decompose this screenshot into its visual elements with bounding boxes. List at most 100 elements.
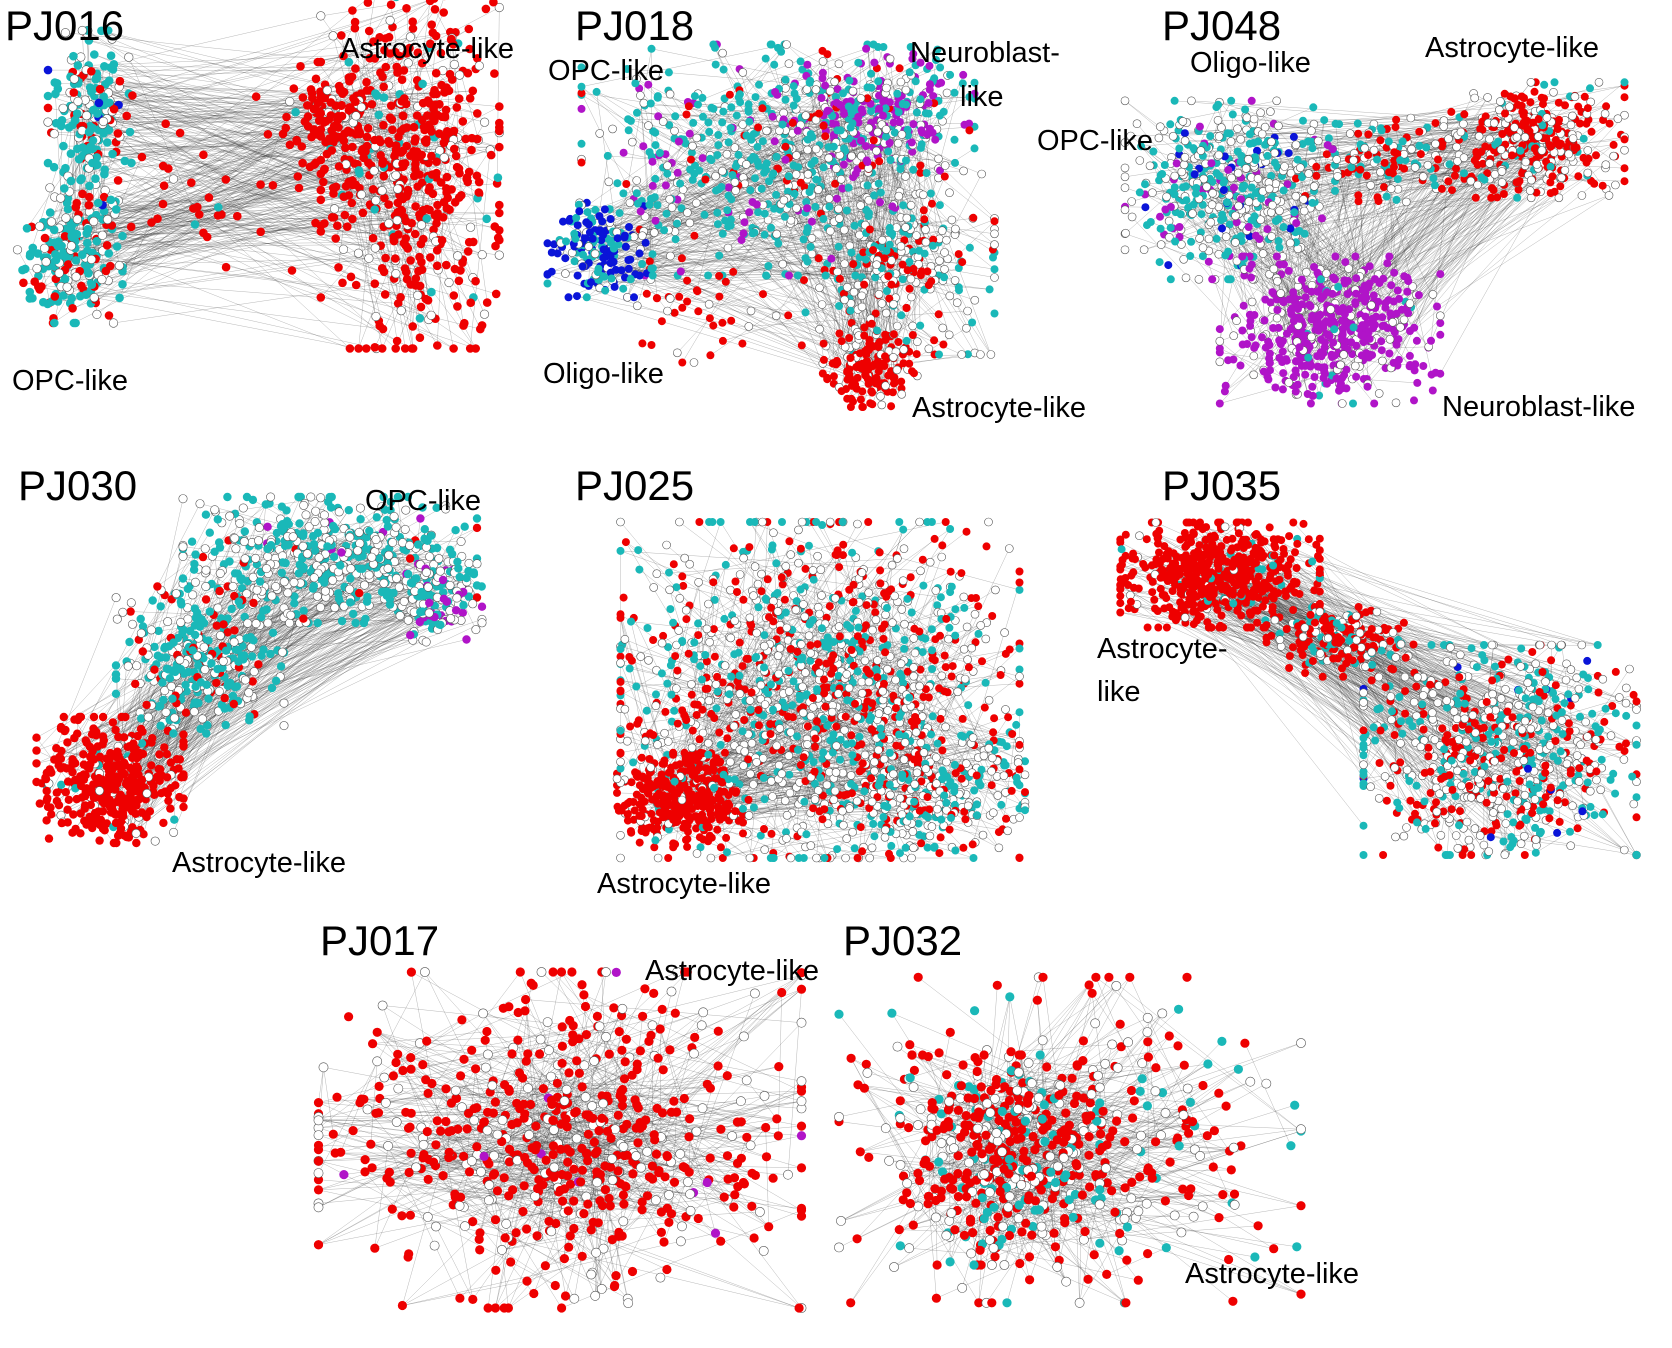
network-node bbox=[789, 82, 798, 91]
network-node bbox=[653, 294, 661, 303]
network-node bbox=[862, 156, 871, 165]
network-node bbox=[587, 278, 595, 287]
network-node bbox=[334, 162, 344, 171]
network-node bbox=[638, 260, 647, 268]
network-node bbox=[573, 221, 582, 230]
network-node bbox=[89, 293, 99, 303]
network-node bbox=[347, 198, 357, 208]
network-node bbox=[610, 282, 619, 291]
network-node bbox=[46, 217, 57, 227]
network-node bbox=[1383, 259, 1392, 268]
network-node bbox=[54, 268, 64, 278]
network-edge bbox=[72, 202, 352, 309]
network-node bbox=[867, 83, 876, 92]
network-node bbox=[762, 126, 771, 136]
network-edge bbox=[78, 214, 399, 235]
network-node bbox=[790, 89, 799, 98]
network-node bbox=[881, 352, 889, 361]
network-node bbox=[906, 274, 916, 284]
network-node bbox=[351, 64, 360, 73]
network-node bbox=[760, 162, 769, 171]
network-node bbox=[371, 311, 381, 322]
network-node bbox=[114, 261, 124, 271]
network-node bbox=[714, 141, 723, 150]
network-node bbox=[881, 335, 890, 344]
network-node bbox=[977, 169, 987, 179]
network-node bbox=[368, 233, 378, 243]
network-node bbox=[870, 58, 879, 67]
network-node bbox=[385, 139, 394, 148]
network-node bbox=[469, 237, 478, 247]
network-node bbox=[495, 200, 504, 210]
network-node bbox=[67, 232, 77, 242]
network-node bbox=[316, 195, 326, 205]
network-node bbox=[322, 149, 332, 159]
network-node bbox=[682, 110, 691, 119]
network-node bbox=[678, 303, 687, 312]
network-node bbox=[400, 264, 410, 273]
network-node bbox=[817, 94, 826, 102]
network-node bbox=[582, 293, 591, 302]
network-edge bbox=[97, 113, 423, 270]
network-node bbox=[1156, 212, 1164, 221]
network-node bbox=[68, 304, 77, 313]
network-node bbox=[427, 287, 436, 297]
network-node bbox=[613, 179, 622, 188]
network-node bbox=[651, 174, 660, 183]
network-node bbox=[976, 350, 985, 359]
network-node bbox=[726, 124, 735, 132]
network-edge bbox=[51, 125, 309, 302]
network-edge bbox=[119, 185, 165, 298]
network-node bbox=[187, 178, 196, 187]
network-node bbox=[445, 69, 455, 79]
network-node bbox=[831, 164, 841, 173]
network-node bbox=[583, 208, 592, 217]
network-node bbox=[570, 257, 579, 266]
network-node bbox=[113, 129, 123, 138]
network-node bbox=[50, 318, 59, 328]
network-node bbox=[781, 155, 790, 164]
network-node bbox=[1256, 108, 1265, 117]
network-node bbox=[298, 93, 308, 102]
network-node bbox=[396, 293, 405, 302]
network-node bbox=[707, 103, 716, 112]
network-node bbox=[1309, 103, 1318, 112]
network-node bbox=[819, 355, 828, 364]
network-node bbox=[378, 72, 387, 82]
network-node bbox=[819, 121, 828, 130]
network-node bbox=[705, 314, 714, 323]
network-node bbox=[673, 219, 681, 228]
network-node bbox=[887, 280, 896, 289]
network-edge bbox=[29, 225, 321, 257]
network-node bbox=[480, 117, 490, 127]
network-node bbox=[124, 52, 134, 62]
network-node bbox=[901, 223, 910, 232]
network-node bbox=[104, 249, 114, 258]
network-node bbox=[921, 109, 930, 118]
network-node bbox=[791, 170, 801, 179]
network-node bbox=[782, 40, 791, 49]
network-node bbox=[879, 111, 887, 120]
network-node bbox=[952, 298, 962, 308]
network-node bbox=[909, 165, 918, 174]
network-node bbox=[922, 169, 931, 177]
network-node bbox=[392, 215, 402, 225]
network-node bbox=[641, 238, 650, 247]
network-node bbox=[750, 228, 759, 237]
network-node bbox=[704, 299, 714, 309]
network-node bbox=[106, 195, 116, 205]
network-node bbox=[393, 184, 403, 194]
network-node bbox=[111, 205, 121, 214]
network-node bbox=[102, 241, 112, 250]
network-node bbox=[370, 343, 380, 352]
network-node bbox=[864, 123, 874, 133]
network-node bbox=[296, 62, 305, 71]
network-node bbox=[824, 153, 834, 163]
network-node bbox=[896, 241, 906, 251]
network-node bbox=[386, 0, 396, 9]
network-node bbox=[639, 98, 649, 108]
network-edge bbox=[78, 80, 405, 99]
network-node bbox=[962, 323, 971, 333]
network-node bbox=[329, 204, 340, 214]
network-node bbox=[482, 214, 492, 224]
